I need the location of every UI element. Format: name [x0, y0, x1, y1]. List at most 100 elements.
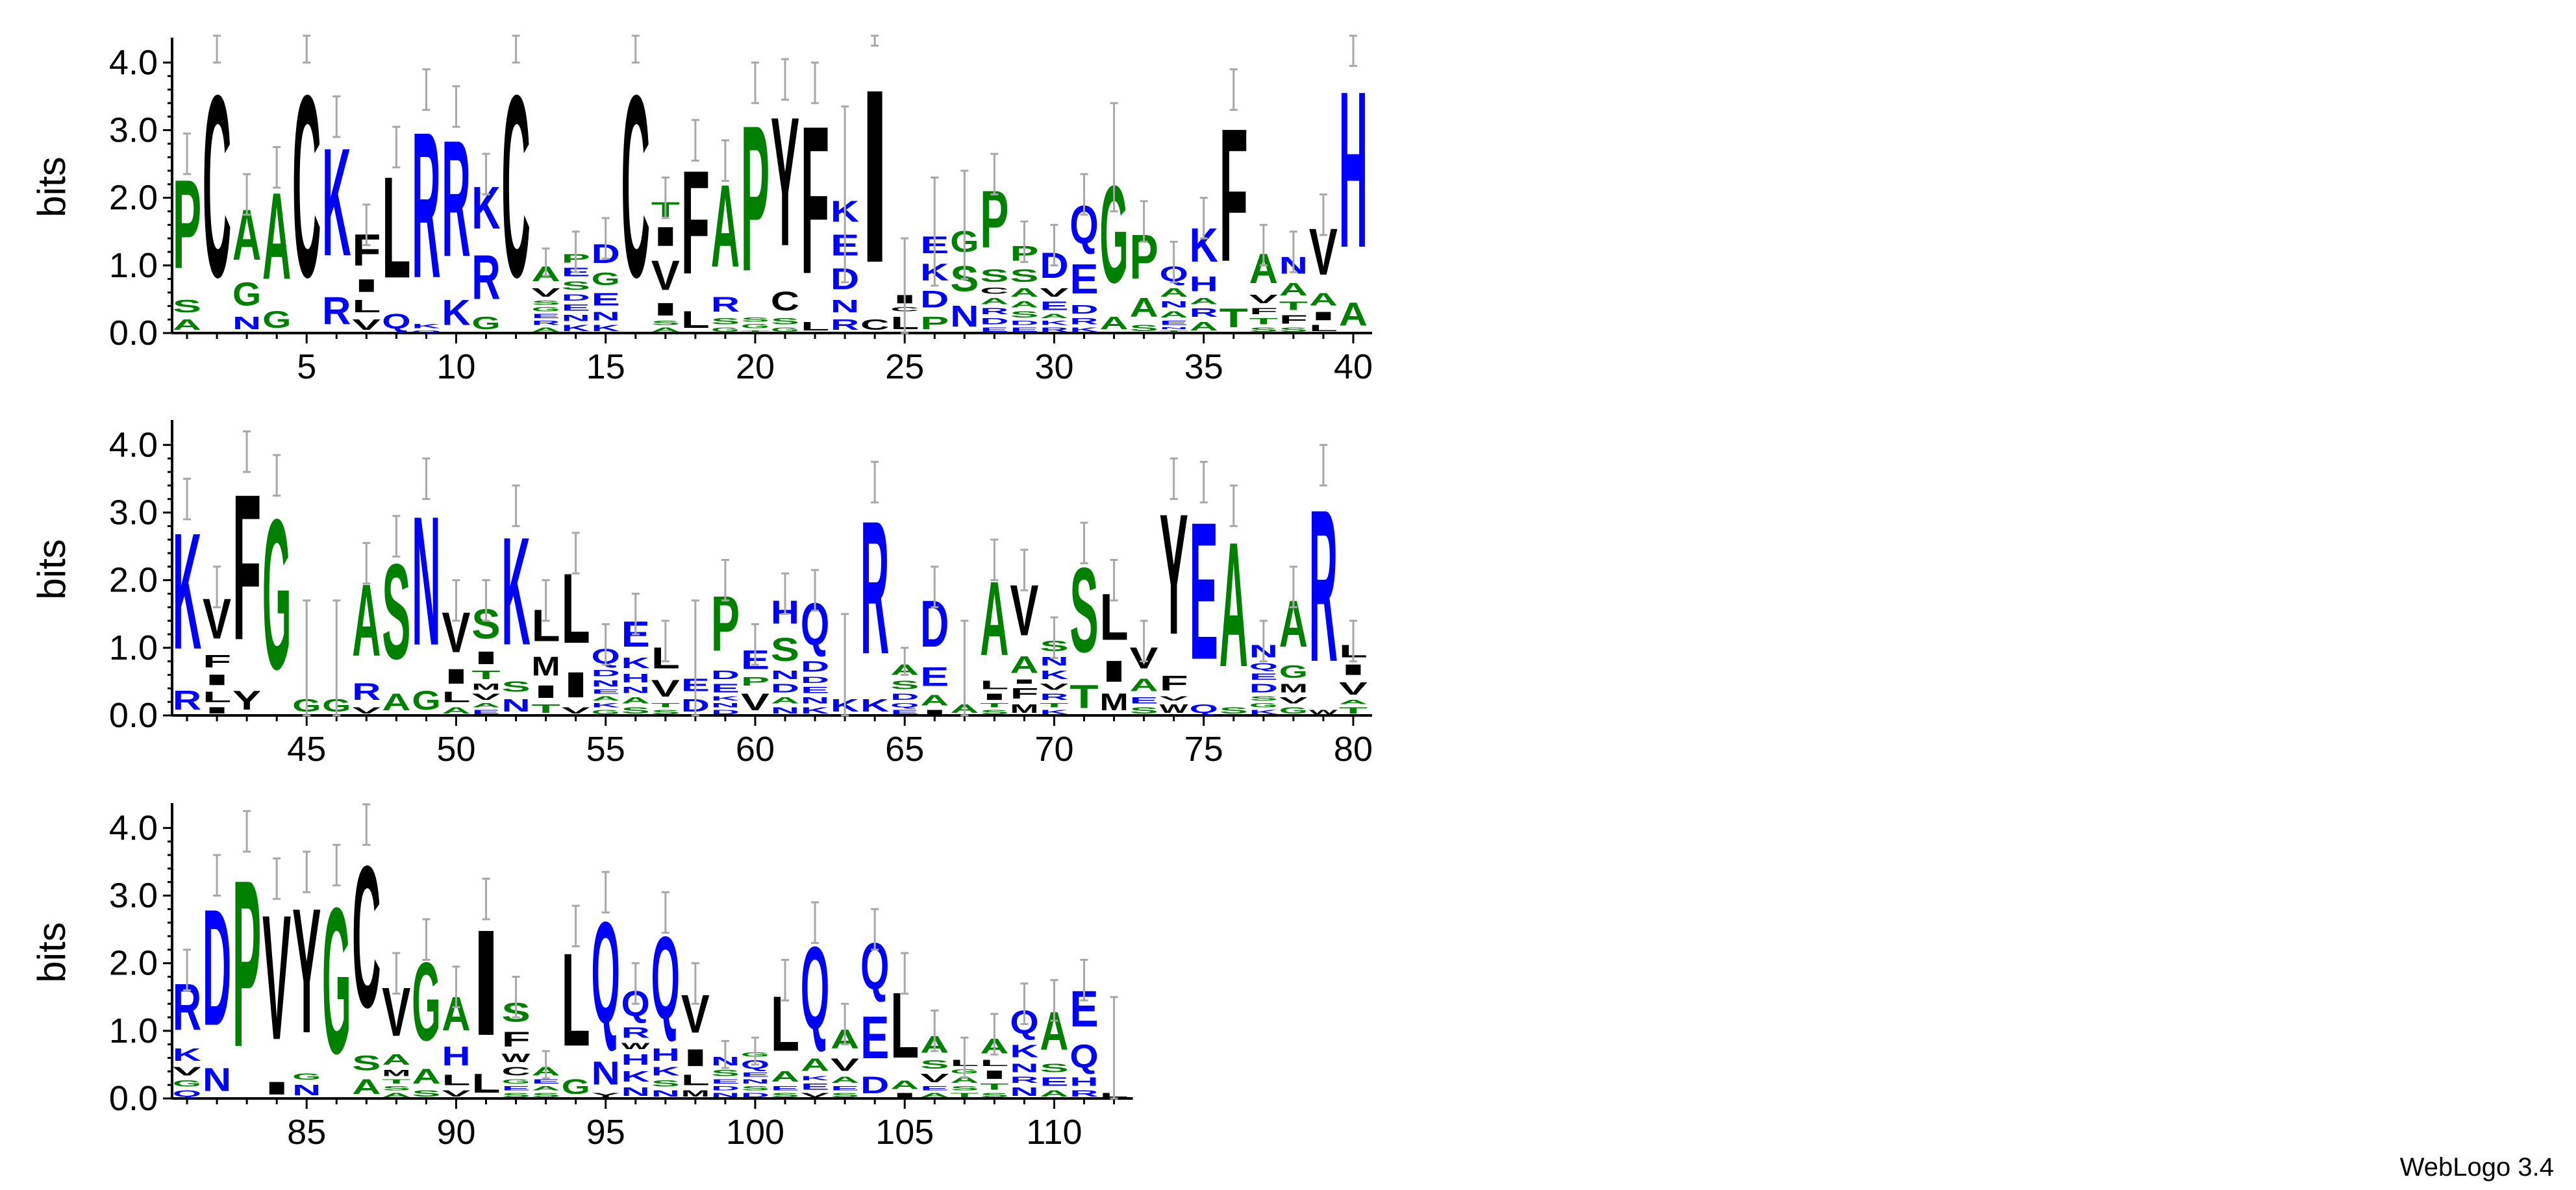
letter-F: F	[203, 651, 231, 672]
letter-N: N	[831, 296, 859, 316]
x-tick-label: 25	[885, 347, 924, 386]
stack-position-18: LF	[681, 119, 710, 333]
stack-position-79: WR	[1309, 443, 1338, 715]
letter-I: I	[262, 1078, 291, 1098]
letter-D: D	[860, 1071, 889, 1098]
letter-N: N	[1040, 654, 1068, 668]
letter-A: A	[1219, 506, 1248, 704]
letter-S: S	[771, 630, 799, 668]
letter-T: T	[1249, 316, 1278, 327]
letter-N: N	[801, 695, 829, 705]
letter-M: M	[681, 1089, 710, 1098]
stack-position-94: GL	[562, 904, 590, 1098]
letter-I: I	[980, 691, 1008, 702]
letter-P: P	[173, 153, 201, 295]
letter-S: S	[562, 279, 590, 293]
letter-E: E	[532, 313, 560, 319]
letter-A: A	[831, 1075, 859, 1085]
letter-A: A	[532, 1085, 560, 1091]
letter-R: R	[711, 293, 740, 316]
letter-S: S	[711, 1068, 740, 1078]
letter-S: S	[382, 535, 410, 688]
letter-Q: Q	[801, 923, 829, 1054]
letter-N: N	[562, 313, 590, 323]
letter-I: I	[651, 221, 680, 252]
letter-H: H	[651, 1045, 680, 1065]
stack-position-82: ND	[203, 854, 231, 1098]
stack-position-36: TF	[1219, 68, 1248, 333]
letter-I: I	[860, 38, 889, 314]
letter-G: G	[1249, 702, 1278, 709]
letter-E: E	[890, 709, 919, 715]
letter-T: T	[471, 668, 500, 682]
letter-H: H	[1339, 45, 1368, 295]
letter-L: L	[980, 678, 1008, 692]
y-tick-label: 0.0	[109, 1079, 158, 1118]
letter-G: G	[562, 1074, 590, 1098]
letter-V: V	[262, 878, 291, 1078]
letter-A: A	[1190, 319, 1218, 333]
letter-F: F	[681, 140, 710, 305]
letter-D: D	[801, 675, 829, 685]
letter-G: G	[592, 709, 620, 716]
letter-G: G	[173, 1078, 201, 1089]
letter-T: T	[1219, 303, 1248, 333]
letter-L: L	[681, 1071, 710, 1088]
letter-S: S	[1010, 310, 1038, 319]
letter-E: E	[771, 1085, 799, 1091]
stack-position-87: ASC	[352, 803, 381, 1098]
letter-K: K	[501, 505, 530, 678]
letter-E: E	[920, 1085, 949, 1091]
letter-G: G	[471, 313, 500, 333]
letter-K: K	[1010, 1041, 1038, 1061]
stack-position-10: KR	[442, 85, 471, 333]
stack-position-67: A	[950, 619, 979, 717]
letter-A: A	[920, 1092, 949, 1098]
x-tick-label: 5	[297, 347, 316, 386]
letter-D: D	[980, 316, 1008, 326]
y-axis-label: bits	[30, 156, 73, 217]
letter-N: N	[621, 685, 650, 695]
letter-S: S	[980, 266, 1008, 286]
letter-F: F	[1219, 90, 1248, 302]
letter-K: K	[801, 706, 829, 715]
stack-position-45: G	[292, 599, 321, 717]
letter-D: D	[711, 668, 740, 682]
letter-A: A	[382, 1051, 410, 1068]
stack-position-99: NDESN	[711, 1039, 740, 1098]
letter-L: L	[980, 1058, 1008, 1069]
letter-E: E	[741, 1071, 769, 1078]
letter-T: T	[1339, 706, 1368, 716]
letter-F: F	[501, 1027, 530, 1051]
letter-E: E	[1130, 695, 1158, 705]
letter-R: R	[1309, 465, 1338, 708]
letter-S: S	[771, 316, 799, 326]
stack-position-107: TSAGL	[950, 1036, 979, 1098]
letter-A: A	[651, 327, 680, 333]
y-tick-label: 0.0	[109, 696, 158, 735]
letter-D: D	[801, 658, 829, 675]
letter-E: E	[562, 303, 590, 312]
letter-W: W	[1309, 709, 1338, 715]
stack-position-112: L	[1099, 996, 1129, 1100]
stack-position-30: RKAEVD	[1040, 223, 1069, 333]
letter-D: D	[890, 692, 919, 702]
letter-R: R	[621, 1024, 650, 1041]
x-tick-label: 90	[436, 1113, 475, 1152]
letter-T: T	[741, 330, 769, 333]
letter-A: A	[621, 695, 650, 705]
letter-M: M	[1010, 702, 1038, 716]
letter-R: R	[1190, 306, 1218, 319]
x-tick-label: 110	[1026, 1113, 1082, 1152]
letter-R: R	[860, 481, 889, 694]
letter-N: N	[501, 695, 530, 715]
stack-position-71: TS	[1069, 521, 1099, 715]
letter-S: S	[980, 1092, 1008, 1098]
stack-position-25: LCI	[890, 237, 919, 334]
stack-position-64: KR	[860, 460, 889, 715]
